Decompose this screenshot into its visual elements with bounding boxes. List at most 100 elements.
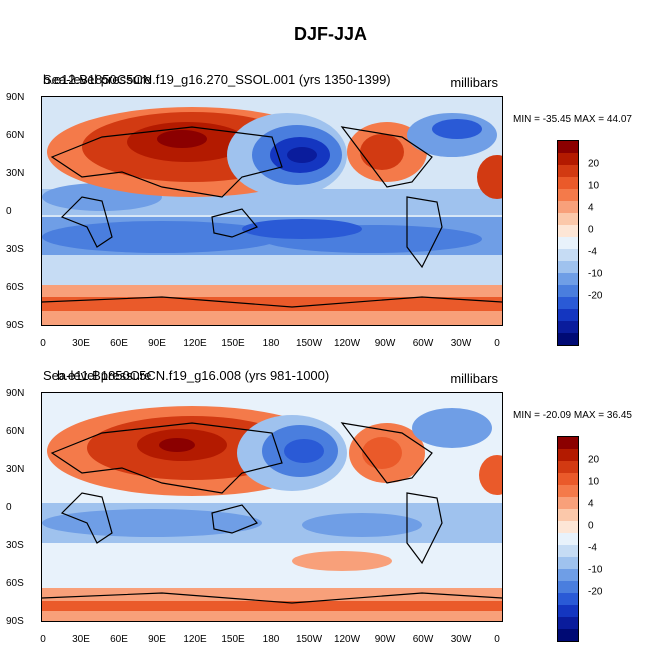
colorbar-segment [558,617,578,629]
panel-1-variable: Sea-level pressure [43,72,152,87]
colorbar-segment [558,237,578,249]
lon-label: 60W [412,634,434,645]
colorbar-segment [558,333,578,345]
colorbar-segment [558,213,578,225]
colorbar-segment [558,165,578,177]
colorbar-segment [558,497,578,509]
lat-label: 90S [6,320,24,331]
lat-label: 30N [6,464,25,475]
colorbar-segment [558,189,578,201]
colorbar-segment [558,509,578,521]
colorbar-segment [558,225,578,237]
colorbar-label: 10 [588,180,600,192]
colorbar-segment [558,449,578,461]
lon-label: 90E [148,338,166,349]
colorbar-label: 20 [588,454,600,466]
lat-label: 30S [6,540,24,551]
lon-label: 0 [494,634,500,645]
lon-label: 0 [494,338,500,349]
colorbar-segment [558,569,578,581]
lat-label: 30S [6,244,24,255]
panel-1-minmax: MIN = -35.45 MAX = 44.07 [513,114,632,125]
colorbar-segment [558,201,578,213]
colorbar-segment [558,521,578,533]
panel-2-variable: Sea-level pressure [43,368,152,383]
colorbar-label: 4 [588,202,594,214]
lon-label: 120E [183,634,207,645]
colorbar-segment [558,557,578,569]
colorbar-label: 0 [588,224,594,236]
colorbar-segment [558,285,578,297]
lon-label: 180 [262,338,280,349]
lon-label: 120W [333,338,361,349]
figure-title: DJF-JJA [293,24,368,44]
colorbar-segment [558,309,578,321]
colorbar-segment [558,177,578,189]
colorbar-label: -10 [588,564,603,576]
colorbar-segment [558,593,578,605]
panel-2-case: b.e11.B1850C5CN.f19_g16.008 (yrs 981-100… [57,368,330,383]
colorbar-segment [558,141,578,153]
colorbar-label: -4 [588,246,597,258]
lat-label: 0 [6,502,12,513]
lon-label: 150E [221,634,245,645]
lon-label: 60E [110,634,128,645]
lat-label: 90N [6,92,25,103]
colorbar-segment [558,533,578,545]
lon-label: 90W [374,338,396,349]
lat-label: 90S [6,616,24,627]
lon-label: 150W [295,338,323,349]
lat-label: 0 [6,206,12,217]
lat-label: 60N [6,130,25,141]
colorbar-segment [558,153,578,165]
colorbar-label: -20 [588,586,603,598]
colorbar-segment [558,605,578,617]
lon-label: 60W [412,338,434,349]
panel-1-case: b.e12.B1850C5CN.f19_g16.270_SSOL.001 (yr… [43,72,391,87]
colorbar-segment [558,581,578,593]
lon-label: 30E [72,338,90,349]
colorbar-segment [558,297,578,309]
lat-label: 60S [6,578,24,589]
lon-label: 0 [40,338,46,349]
panel-1-map [41,96,503,326]
colorbar-label: -20 [588,290,603,302]
lon-label: 120E [183,338,207,349]
panel-1-field [42,97,502,325]
panel-2-minmax: MIN = -20.09 MAX = 36.45 [513,410,632,421]
lat-label: 60N [6,426,25,437]
colorbar-label: 20 [588,158,600,170]
panel-2-map [41,392,503,622]
panel-2-field [42,393,502,621]
colorbar-segment [558,321,578,333]
lon-label: 30E [72,634,90,645]
colorbar-segment [558,629,578,641]
panel-1-units: millibars [450,75,498,90]
colorbar-label: 0 [588,520,594,532]
colorbar-segment [558,545,578,557]
lat-label: 90N [6,388,25,399]
colorbar-segment [558,249,578,261]
panel-2-units: millibars [450,371,498,386]
lon-label: 90W [374,634,396,645]
panel-1-colorbar [557,140,579,346]
lon-label: 120W [333,634,361,645]
lon-label: 150W [295,634,323,645]
colorbar-label: 4 [588,498,594,510]
panel-1-title: Sea-level pressure b.e12.B1850C5CN.f19_g… [43,72,391,87]
panel-2-colorbar [557,436,579,642]
lon-label: 150E [221,338,245,349]
colorbar-segment [558,473,578,485]
lon-label: 90E [148,634,166,645]
lon-label: 30W [450,338,472,349]
panel-2-title: Sea-level pressure b.e11.B1850C5CN.f19_g… [43,368,329,383]
lon-label: 60E [110,338,128,349]
colorbar-label: 10 [588,476,600,488]
colorbar-segment [558,273,578,285]
colorbar-segment [558,485,578,497]
lat-label: 30N [6,168,25,179]
lon-label: 180 [262,634,280,645]
colorbar-label: -10 [588,268,603,280]
colorbar-segment [558,261,578,273]
colorbar-label: -4 [588,542,597,554]
